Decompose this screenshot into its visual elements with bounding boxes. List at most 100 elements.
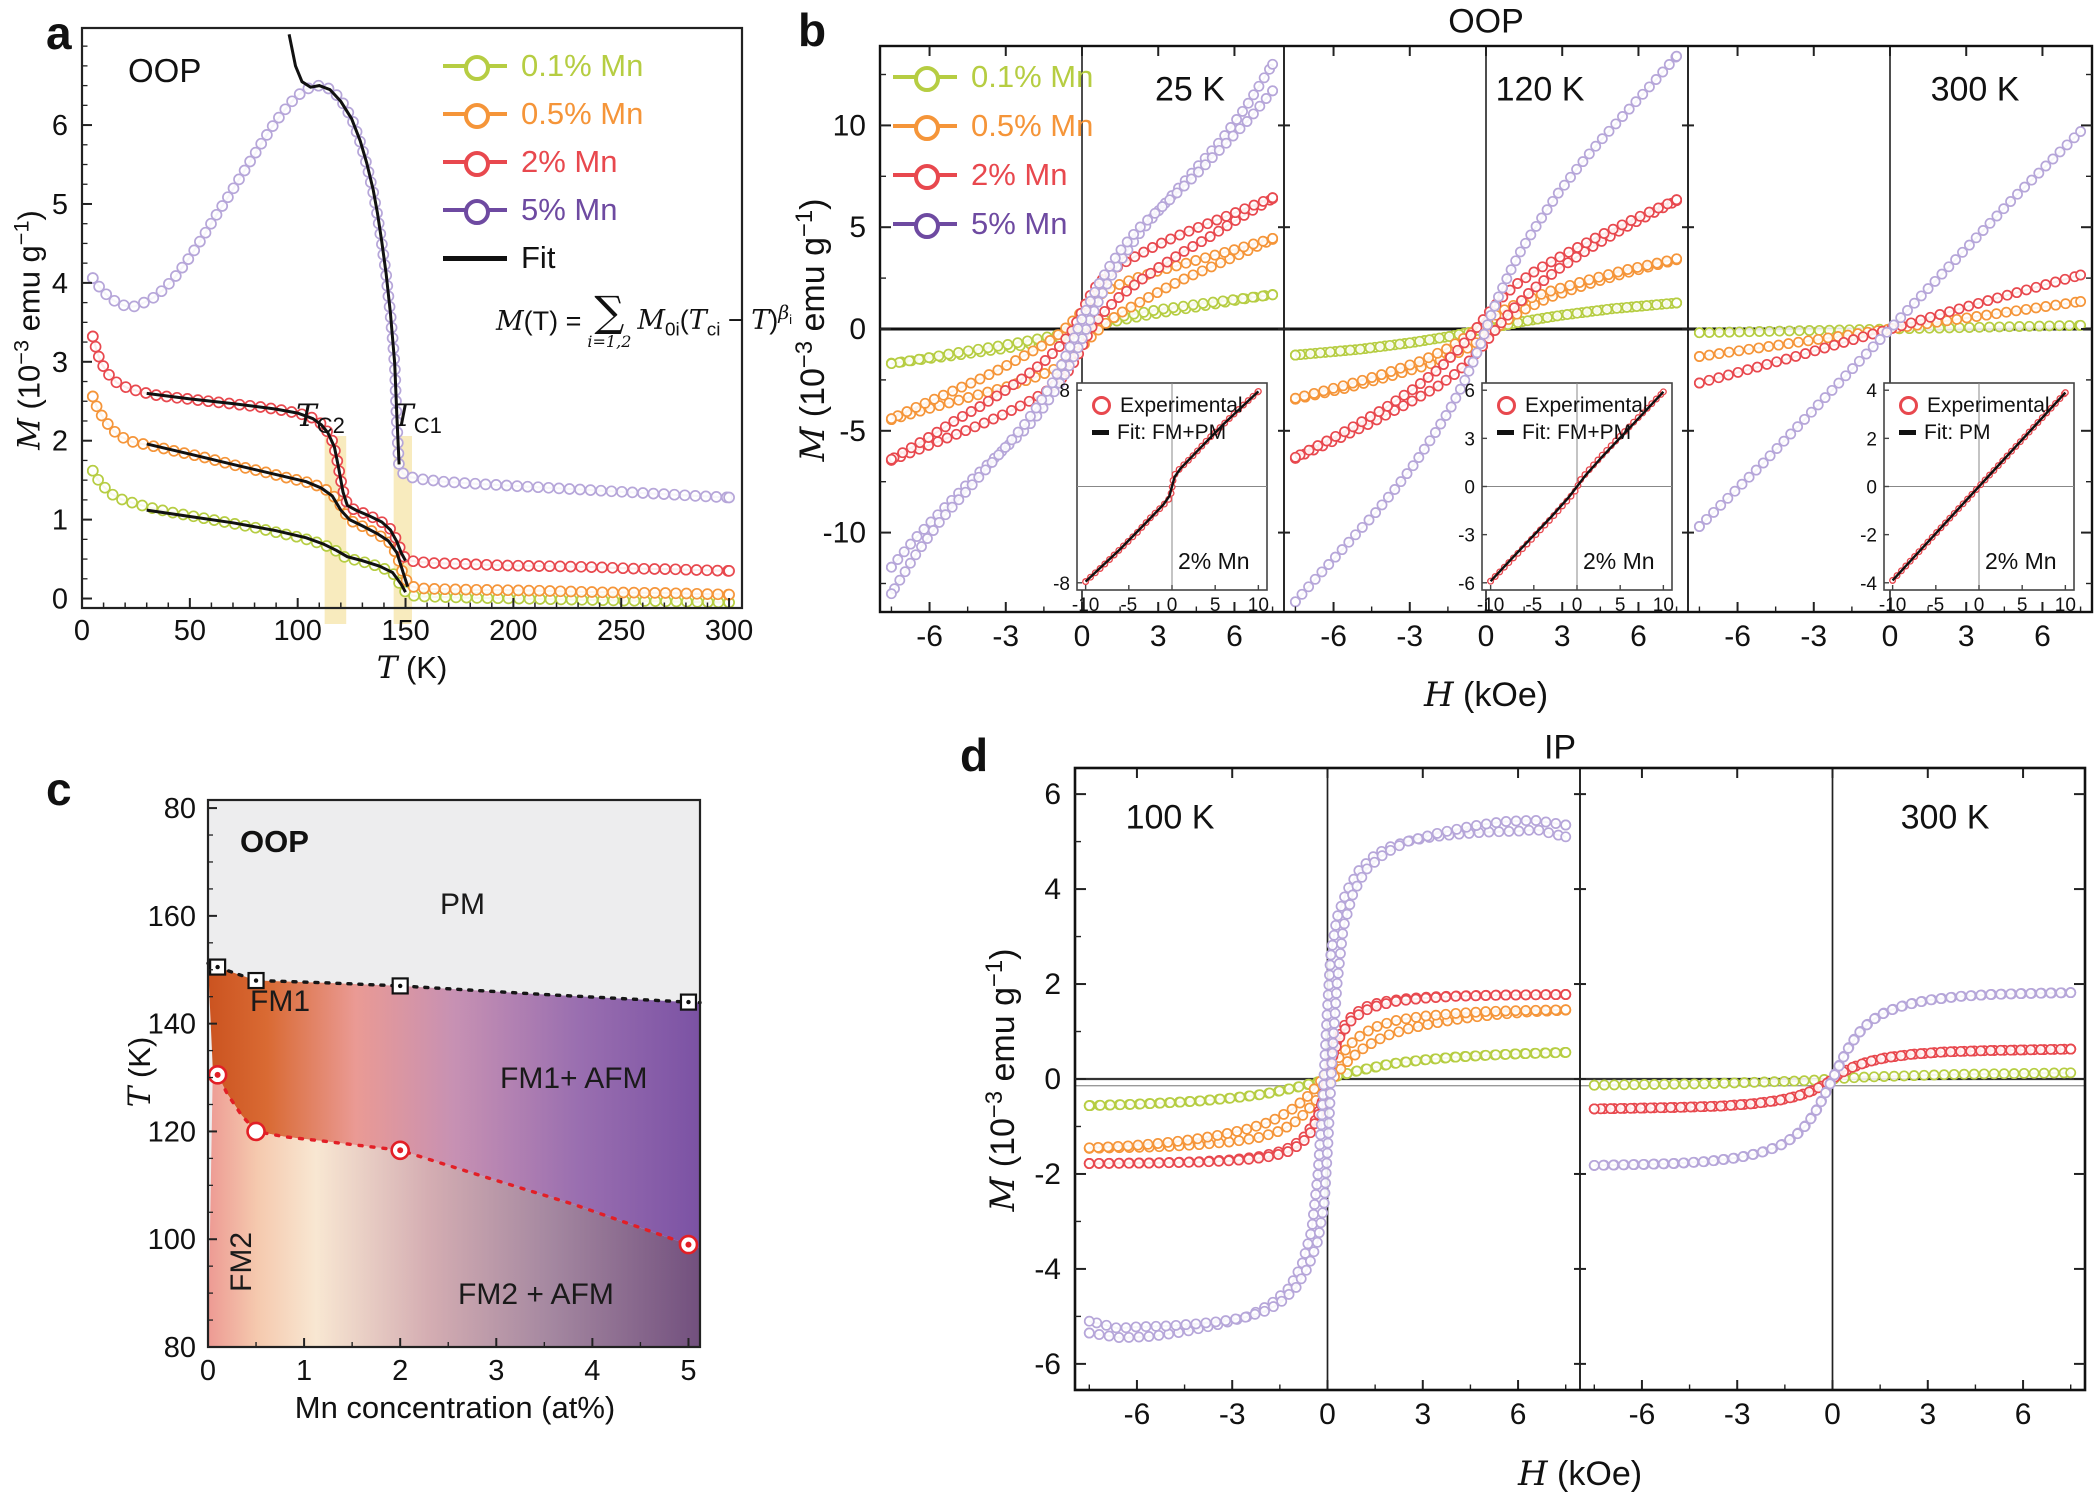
data-marker <box>2043 320 2055 332</box>
data-marker <box>1460 1051 1472 1062</box>
x-tick-label: -6 <box>916 620 943 653</box>
data-marker <box>1276 1295 1288 1307</box>
eq-t2: T <box>751 304 770 336</box>
data-marker <box>1393 840 1405 852</box>
b-inset-0: -10 -5 0 5 10 8 -8 <box>1053 381 1269 616</box>
data-marker <box>108 425 121 438</box>
data-marker <box>980 464 991 476</box>
data-marker <box>1257 235 1269 247</box>
data-marker <box>1163 1157 1175 1169</box>
data-marker <box>1178 180 1190 192</box>
d-temp-100k: 100 K <box>1125 798 1215 837</box>
data-marker <box>1267 85 1279 97</box>
data-marker <box>1961 312 1973 324</box>
data-marker <box>512 584 525 597</box>
data-marker <box>1695 1101 1707 1113</box>
data-marker <box>1732 366 1744 378</box>
data-marker <box>606 561 619 574</box>
data-marker <box>617 562 629 575</box>
data-marker <box>1305 1127 1316 1139</box>
b-y-var: M <box>793 426 834 462</box>
legend-item-0.1-mn: 0.1% Mn <box>893 52 1093 101</box>
data-marker <box>921 533 933 544</box>
data-marker <box>1783 338 1794 350</box>
x-tick-label: 50 <box>174 615 206 647</box>
data-marker <box>1729 485 1741 497</box>
data-marker <box>1406 384 1418 396</box>
inset-y-tick-label: -3 <box>1458 526 1475 547</box>
data-marker <box>1935 993 1947 1005</box>
data-marker <box>1530 281 1542 293</box>
data-marker <box>1571 163 1583 175</box>
data-marker <box>1617 1159 1629 1171</box>
y-tick-label: 3 <box>52 347 68 379</box>
data-marker <box>1083 1142 1095 1154</box>
data-marker <box>957 410 968 422</box>
legend-item-0.1-mn: 0.1% Mn <box>443 42 643 90</box>
data-marker <box>1551 310 1563 322</box>
data-marker <box>554 585 567 598</box>
data-marker <box>1303 581 1315 593</box>
legend-label: 2% Mn <box>521 144 618 179</box>
data-marker <box>1336 938 1347 950</box>
data-marker <box>1546 268 1558 280</box>
x-tick-label: -3 <box>1396 620 1423 653</box>
x-tick-label: 6 <box>2015 1398 2032 1431</box>
data-marker <box>1737 1151 1749 1163</box>
data-marker <box>1238 241 1250 253</box>
data-marker <box>940 509 951 521</box>
data-marker <box>1237 293 1249 304</box>
eq-lhs: M(T) = <box>496 306 581 337</box>
data-marker <box>1651 257 1663 269</box>
data-marker <box>1753 326 1765 337</box>
data-marker <box>1459 374 1471 386</box>
circle-marker-dot <box>685 1241 692 1248</box>
x-tick-label: 0 <box>1882 620 1899 653</box>
data-marker <box>1480 818 1492 830</box>
panel-c-label: c <box>46 763 72 815</box>
legend-circle-icon <box>464 55 490 81</box>
data-marker <box>1267 58 1279 70</box>
data-marker <box>1713 348 1725 360</box>
data-marker <box>1450 392 1462 404</box>
data-marker <box>1323 1117 1335 1129</box>
data-marker <box>1530 220 1542 232</box>
data-marker <box>428 557 440 569</box>
data-marker <box>943 397 955 409</box>
data-marker <box>1780 353 1792 365</box>
y-tick-label: 0 <box>1044 1063 1061 1096</box>
inset-legend-fit: Fit: PM <box>1899 419 2050 446</box>
data-marker <box>1169 277 1181 289</box>
data-marker <box>1625 215 1637 226</box>
data-marker <box>1420 1054 1432 1066</box>
data-marker <box>1281 1121 1293 1133</box>
data-marker <box>1211 1129 1223 1141</box>
experimental-marker-icon <box>1497 396 1516 415</box>
x-tick-label: 6 <box>1630 620 1647 653</box>
data-marker <box>397 467 409 480</box>
data-marker <box>244 155 256 168</box>
data-marker <box>1983 321 1995 333</box>
data-marker <box>1895 312 1907 324</box>
data-marker <box>1848 1034 1860 1046</box>
data-marker <box>1560 1004 1572 1016</box>
data-marker <box>1382 491 1394 503</box>
data-marker <box>1908 297 1920 309</box>
data-marker <box>1560 831 1572 843</box>
data-marker <box>1308 387 1320 399</box>
data-marker <box>491 559 503 572</box>
y-tick-label: 2 <box>1044 968 1061 1001</box>
data-marker <box>238 164 251 177</box>
data-marker <box>1213 225 1225 237</box>
data-marker <box>1064 341 1076 353</box>
data-marker <box>1925 994 1937 1006</box>
data-marker <box>1733 326 1745 338</box>
inset-x-tick-label: -5 <box>1120 595 1137 616</box>
data-marker <box>982 395 994 407</box>
data-marker <box>1316 566 1328 578</box>
data-marker <box>916 541 927 553</box>
data-marker <box>1936 268 1948 280</box>
eq-m: M <box>496 306 524 337</box>
b-inset-1: -10 -5 0 5 10 6 3 0 -3 -6 <box>1458 381 1674 616</box>
legend-marker-icon <box>893 65 957 92</box>
